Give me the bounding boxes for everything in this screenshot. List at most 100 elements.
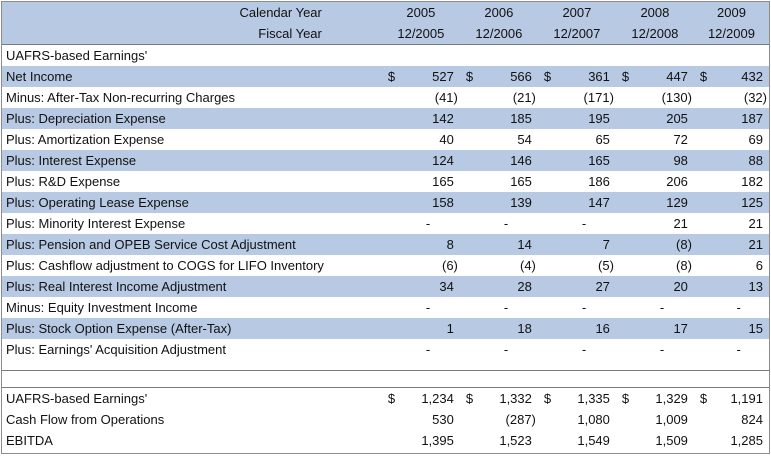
- value-cell: (21): [474, 87, 538, 108]
- value-cell: 17: [630, 318, 694, 339]
- value-cell: -: [630, 339, 694, 360]
- currency-cell: [537, 150, 553, 171]
- value-cell: 195: [552, 108, 616, 129]
- value-cell: 147: [552, 192, 616, 213]
- value-cell: 129: [630, 192, 694, 213]
- currency-cell: [537, 339, 553, 360]
- currency-cell: [537, 234, 553, 255]
- currency-cell: [381, 234, 397, 255]
- currency-cell: [381, 213, 397, 234]
- currency-cell: [615, 409, 631, 430]
- currency-cell: [693, 297, 709, 318]
- currency-cell: [381, 150, 397, 171]
- table-row: Minus: Equity Investment Income - - - - -: [2, 297, 769, 318]
- currency-cell: [537, 255, 553, 276]
- year-cell: 2008: [615, 2, 694, 23]
- currency-cell: [615, 234, 631, 255]
- fiscal-cell: 12/2005: [381, 23, 460, 45]
- table-row: Plus: Interest Expense 124 146 165 98 88: [2, 150, 769, 171]
- year-cell: 2005: [381, 2, 460, 23]
- value-cell: 88: [708, 150, 769, 171]
- value-cell: (41): [396, 87, 460, 108]
- value-cell: 21: [630, 213, 694, 234]
- value-cell: 65: [552, 129, 616, 150]
- value-cell: -: [396, 213, 460, 234]
- currency-cell: [615, 171, 631, 192]
- currency-cell: $: [615, 387, 631, 409]
- currency-cell: [381, 430, 397, 451]
- currency-cell: [615, 108, 631, 129]
- value-cell: 16: [552, 318, 616, 339]
- currency-cell: [537, 192, 553, 213]
- value-cell: -: [552, 339, 616, 360]
- summary-row: EBITDA 1,395 1,523 1,549 1,509 1,285: [2, 430, 769, 451]
- currency-cell: [381, 318, 397, 339]
- currency-cell: [537, 171, 553, 192]
- currency-cell: [381, 297, 397, 318]
- table-row: Plus: Pension and OPEB Service Cost Adju…: [2, 234, 769, 255]
- value-cell: 1,080: [552, 409, 616, 430]
- row-label: Net Income: [2, 66, 382, 87]
- spacer-cell: [2, 370, 769, 388]
- value-cell: (32): [708, 87, 769, 108]
- value-cell: 8: [396, 234, 460, 255]
- row-label: Plus: Depreciation Expense: [2, 108, 382, 129]
- currency-cell: $: [459, 387, 475, 409]
- currency-cell: [459, 234, 475, 255]
- table-row: Plus: Amortization Expense 40 54 65 72 69: [2, 129, 769, 150]
- value-cell: 139: [474, 192, 538, 213]
- header-row-calendar-year: Calendar Year 2005 2006 2007 2008 2009: [2, 2, 769, 23]
- currency-cell: $: [693, 66, 709, 87]
- value-cell: 527: [396, 66, 460, 87]
- currency-cell: [693, 430, 709, 451]
- value-cell: 54: [474, 129, 538, 150]
- value-cell: 158: [396, 192, 460, 213]
- value-cell: 40: [396, 129, 460, 150]
- table-row: Plus: Stock Option Expense (After-Tax) 1 1…: [2, 318, 769, 339]
- value-cell: 1,285: [708, 430, 769, 451]
- value-cell: 165: [396, 171, 460, 192]
- currency-cell: [693, 255, 709, 276]
- year-cell: 2009: [693, 2, 769, 23]
- calendar-year-label: Calendar Year: [2, 2, 382, 23]
- table-row: Plus: Earnings' Acquisition Adjustment - -…: [2, 339, 769, 360]
- currency-cell: [459, 108, 475, 129]
- value-cell: 125: [708, 192, 769, 213]
- currency-cell: [459, 297, 475, 318]
- value-cell: 447: [630, 66, 694, 87]
- row-label: Plus: Pension and OPEB Service Cost Adju…: [2, 234, 382, 255]
- value-cell: -: [708, 339, 769, 360]
- currency-cell: [537, 409, 553, 430]
- currency-cell: [381, 409, 397, 430]
- currency-cell: [459, 276, 475, 297]
- earnings-table: Calendar Year 2005 2006 2007 2008 2009 F…: [2, 2, 769, 451]
- currency-cell: $: [459, 66, 475, 87]
- row-label: Plus: Earnings' Acquisition Adjustment: [2, 339, 382, 360]
- value-cell: 28: [474, 276, 538, 297]
- row-label: Plus: R&D Expense: [2, 171, 382, 192]
- summary-row: UAFRS-based Earnings' $1,234 $1,332 $1,335 $…: [2, 387, 769, 409]
- currency-cell: [693, 276, 709, 297]
- value-cell: (8): [630, 234, 694, 255]
- currency-cell: [459, 87, 475, 108]
- row-label: Minus: Equity Investment Income: [2, 297, 382, 318]
- value-cell: 361: [552, 66, 616, 87]
- table-row: Net Income $527 $566 $361 $447 $432: [2, 66, 769, 87]
- row-label: Plus: Stock Option Expense (After-Tax): [2, 318, 382, 339]
- row-label: UAFRS-based Earnings': [2, 387, 382, 409]
- currency-cell: [693, 129, 709, 150]
- currency-cell: $: [537, 66, 553, 87]
- currency-cell: $: [381, 66, 397, 87]
- currency-cell: $: [615, 66, 631, 87]
- currency-cell: [537, 108, 553, 129]
- section-title-row: UAFRS-based Earnings': [2, 44, 769, 66]
- table-row: Plus: R&D Expense 165 165 186 206 182: [2, 171, 769, 192]
- row-label: Plus: Real Interest Income Adjustment: [2, 276, 382, 297]
- value-cell: -: [552, 213, 616, 234]
- value-cell: 205: [630, 108, 694, 129]
- currency-cell: [381, 87, 397, 108]
- row-label: Plus: Amortization Expense: [2, 129, 382, 150]
- fiscal-year-label: Fiscal Year: [2, 23, 382, 45]
- currency-cell: $: [537, 387, 553, 409]
